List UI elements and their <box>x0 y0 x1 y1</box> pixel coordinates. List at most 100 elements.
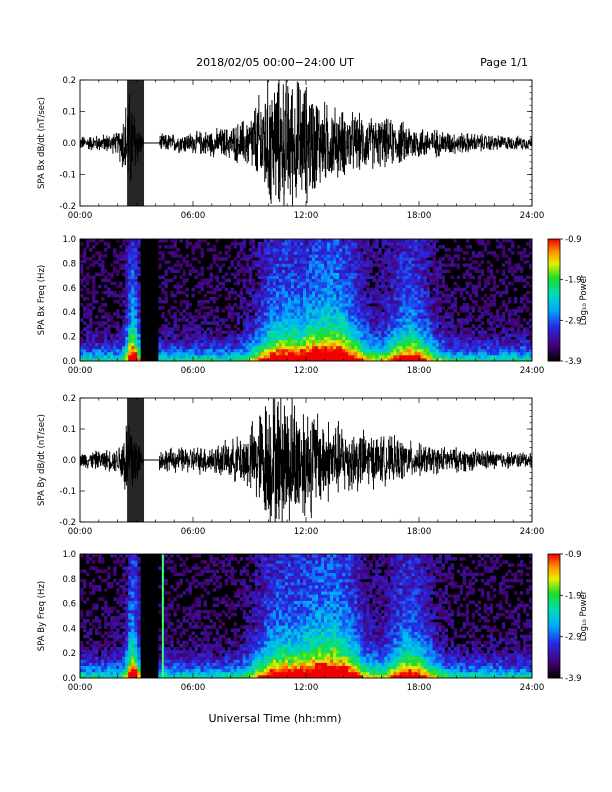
spectrogram-cell <box>137 342 141 347</box>
spectrogram-cell <box>393 296 397 301</box>
spectrogram-cell <box>284 333 289 337</box>
spectrogram-cell <box>468 257 473 261</box>
spectrogram-cell <box>465 342 470 347</box>
spectrogram-cell <box>80 281 84 286</box>
spectrogram-cell <box>330 312 334 316</box>
spectrogram-cell <box>179 254 183 258</box>
spectrogram-cell <box>200 269 204 273</box>
spectrogram-cell <box>387 266 391 270</box>
spectrogram-cell <box>83 662 87 666</box>
spectrogram-cell <box>492 315 497 319</box>
spectrogram-cell <box>161 287 165 292</box>
spectrogram-cell <box>227 245 232 249</box>
spectrogram-cell <box>525 339 530 344</box>
spectrogram-cell <box>363 327 367 331</box>
spectrogram-cell <box>429 290 433 295</box>
spectrogram-cell <box>447 351 452 356</box>
spectrogram-cell <box>333 342 337 347</box>
spectrogram-cell <box>438 303 442 307</box>
spectrogram-cell <box>137 284 141 289</box>
spectrogram-cell <box>92 554 96 558</box>
spectrogram-cell <box>206 357 210 361</box>
spectrogram-cell <box>218 324 223 328</box>
spectrogram-cell <box>318 303 322 307</box>
spectrogram-cell <box>134 296 138 301</box>
spectrogram-cell <box>321 336 325 341</box>
spectrogram-cell <box>423 318 427 322</box>
spectrogram-cell <box>269 339 274 344</box>
spectrogram-cell <box>360 303 364 307</box>
spectrogram-cell <box>221 348 226 353</box>
spectrogram-cell <box>516 339 521 344</box>
spectrogram-cell <box>113 290 117 295</box>
spectrogram-cell <box>432 327 436 331</box>
spectrogram-cell <box>236 315 241 319</box>
spectrogram-cell <box>92 306 96 310</box>
spectrogram-cell <box>465 239 470 243</box>
spectrogram-cell <box>194 242 198 246</box>
spectrogram-cell <box>302 248 307 252</box>
spectrogram-cell <box>381 315 385 319</box>
spectrogram-cell <box>194 354 198 359</box>
spectrogram-cell <box>185 333 189 337</box>
spectrogram-cell <box>402 287 406 292</box>
spectrogram-cell <box>351 260 355 264</box>
spectrogram-cell <box>254 333 259 337</box>
spectrogram-cell <box>158 306 162 310</box>
spectrogram-cell <box>293 245 298 249</box>
spectrogram-cell <box>194 333 198 337</box>
spectrogram-cell <box>402 251 406 255</box>
spectrogram-cell <box>456 351 461 356</box>
spectrogram-cell <box>299 272 304 276</box>
spectrogram-cell <box>86 671 90 676</box>
spectrogram-cell <box>312 330 316 334</box>
spectrogram-cell <box>417 327 421 331</box>
spectrogram-cell <box>522 354 527 359</box>
spectrogram-cell <box>330 254 334 258</box>
spectrogram-cell <box>110 324 114 328</box>
spectrogram-cell <box>306 251 310 255</box>
spectrogram-cell <box>528 284 532 289</box>
spectrogram-cell <box>522 303 527 307</box>
spectrogram-cell <box>399 303 403 307</box>
spectrogram-cell <box>321 342 325 347</box>
spectrogram-cell <box>477 345 482 350</box>
spectrogram-cell <box>411 275 415 280</box>
spectrogram-cell <box>233 239 238 243</box>
spectrogram-cell <box>224 354 229 359</box>
spectrogram-cell <box>236 351 241 356</box>
spectrogram-cell <box>284 278 289 283</box>
spectrogram-cell <box>251 281 256 286</box>
spectrogram-cell <box>290 287 295 292</box>
spectrogram-cell <box>426 275 430 280</box>
spectrogram-cell <box>113 560 117 564</box>
spectrogram-cell <box>98 575 102 580</box>
spectrogram-cell <box>450 315 455 319</box>
spectrogram-cell <box>206 348 210 353</box>
spectrogram-cell <box>215 254 220 258</box>
spectrogram-cell <box>477 357 482 361</box>
spectrogram-cell <box>125 318 129 322</box>
spectrogram-cell <box>342 339 346 344</box>
spectrogram-cell <box>408 242 412 246</box>
spectrogram-cell <box>357 324 361 328</box>
spectrogram-cell <box>321 354 325 359</box>
spectrogram-cell <box>321 251 325 255</box>
spectrogram-cell <box>420 239 424 243</box>
spectrogram-cell <box>408 306 412 310</box>
spectrogram-cell <box>296 333 301 337</box>
spectrogram-cell <box>507 312 512 316</box>
spectrogram-cell <box>200 248 204 252</box>
spectrogram-cell <box>396 278 400 283</box>
spectrogram-cell <box>281 306 286 310</box>
spectrogram-cell <box>492 327 497 331</box>
spectrogram-cell <box>236 272 241 276</box>
spectrogram-cell <box>134 324 138 328</box>
spectrogram-cell <box>501 239 506 243</box>
spectrogram-cell <box>501 354 506 359</box>
spectrogram-cell <box>131 333 135 337</box>
spectrogram-cell <box>309 272 313 276</box>
spectrogram-cell <box>275 303 280 307</box>
spectrogram-cell <box>411 263 415 267</box>
spectrogram-cell <box>480 254 485 258</box>
